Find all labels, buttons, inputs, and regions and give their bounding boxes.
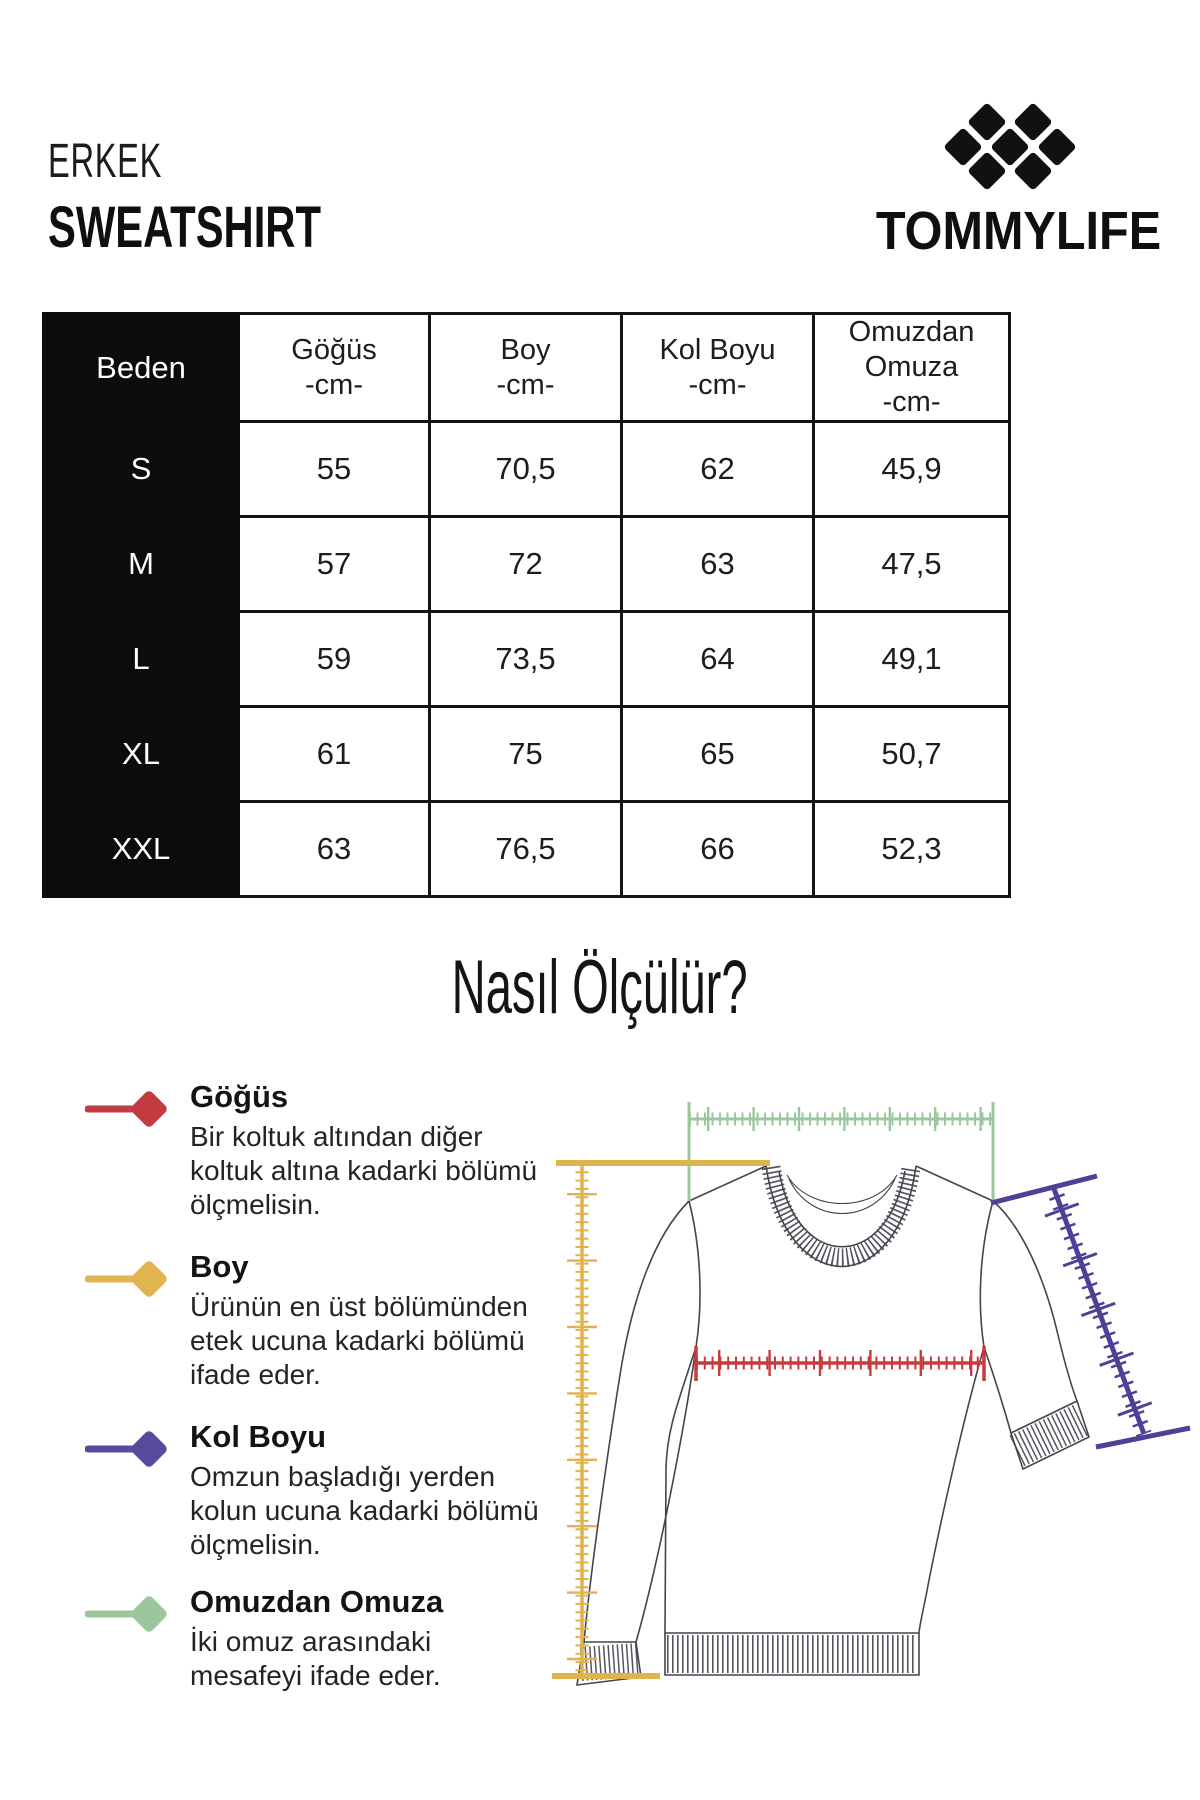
table-row: M 57 72 63 47,5: [42, 515, 1011, 613]
legend-label: Boy: [190, 1249, 249, 1284]
col-header-kol-boyu: Kol Boyu -cm-: [620, 312, 815, 423]
legend-item-boy: Boy Ürünün en üst bölümünden etek ucuna …: [85, 1248, 565, 1392]
legend-description: Bir koltuk altından diğer koltuk altına …: [190, 1121, 538, 1220]
shoulder-ruler: [687, 1102, 995, 1201]
size-table: Beden Göğüs -cm- Boy -cm- Kol Boyu -cm- Omu…: [42, 312, 1011, 898]
sleeve-diamond-icon: [85, 1431, 167, 1467]
legend-item-kol-boyu: Kol Boyu Omzun başladığı yerden kolun uc…: [85, 1418, 565, 1562]
size-label: M: [42, 515, 240, 613]
chest-diamond-icon: [85, 1091, 167, 1127]
col-header-boy: Boy -cm-: [428, 312, 623, 423]
sweatshirt-outline: [576, 1165, 1090, 1686]
table-row: XL 61 75 65 50,7: [42, 705, 1011, 803]
legend-description: Omzun başladığı yerden kolun ucuna kadar…: [190, 1461, 539, 1560]
sleeve-ruler: [990, 1173, 1191, 1450]
legend-label: Omuzdan Omuza: [190, 1584, 444, 1619]
size-label: S: [42, 420, 240, 518]
chest-ruler: [694, 1346, 986, 1381]
size-label: L: [42, 610, 240, 708]
left-cuff-ribbing: [579, 1643, 640, 1681]
table-row: L 59 73,5 64 49,1: [42, 610, 1011, 708]
length-ruler: [552, 1160, 770, 1679]
col-header-gogus: Göğüs -cm-: [237, 312, 431, 423]
length-diamond-icon: [85, 1261, 167, 1297]
brand-name: TOMMYLIFE: [875, 201, 1162, 261]
legend-item-gogus: Göğüs Bir koltuk altından diğer koltuk a…: [85, 1078, 565, 1222]
shoulder-diamond-icon: [85, 1596, 167, 1632]
product-title: SWEATSHIRT: [48, 195, 321, 260]
size-table-header-row: Beden Göğüs -cm- Boy -cm- Kol Boyu -cm- Omu…: [42, 312, 1011, 423]
brand-diamond-logo-icon: [944, 103, 1076, 190]
how-to-measure-title: Nasıl Ölçülür?: [452, 945, 748, 1030]
size-label: XL: [42, 705, 240, 803]
legend-description: Ürünün en üst bölümünden etek ucuna kada…: [190, 1291, 528, 1390]
legend-description: İki omuz arasındaki mesafeyi ifade eder.: [190, 1626, 441, 1691]
col-header-omuzdan-omuza: Omuzdan Omuza -cm-: [812, 312, 1011, 423]
category-title: ERKEK: [48, 135, 163, 188]
legend-label: Kol Boyu: [190, 1419, 327, 1454]
table-row: S 55 70,5 62 45,9: [42, 420, 1011, 518]
sweatshirt-measurement-diagram: [552, 1102, 1191, 1686]
legend-item-omuzdan-omuza: Omuzdan Omuza İki omuz arasındaki mesafe…: [85, 1583, 565, 1693]
size-label: XXL: [42, 800, 240, 898]
table-row: XXL 63 76,5 66 52,3: [42, 800, 1011, 898]
right-cuff-ribbing: [1009, 1403, 1091, 1467]
legend-label: Göğüs: [190, 1079, 289, 1114]
col-header-beden: Beden: [42, 312, 240, 423]
